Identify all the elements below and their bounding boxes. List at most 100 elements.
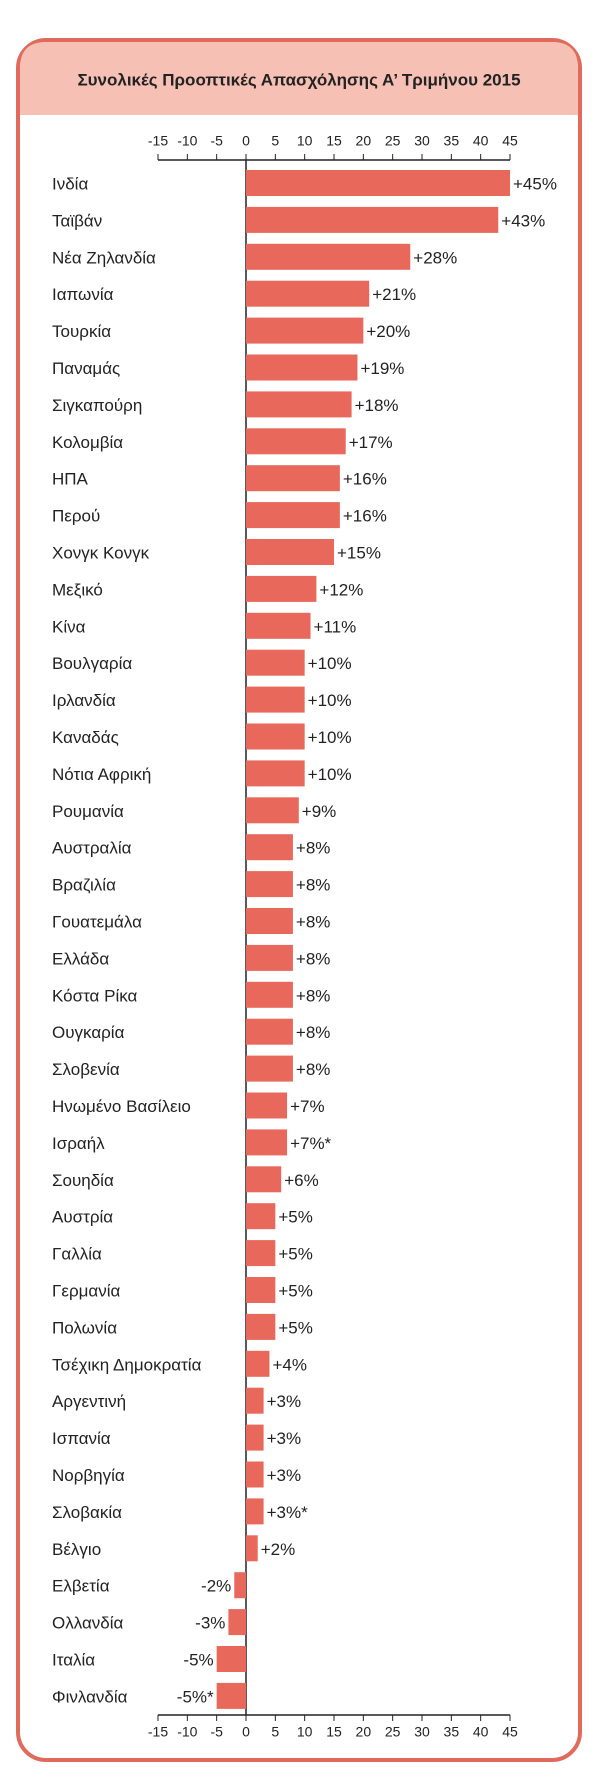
value-label: +5% [278,1245,313,1264]
x-tick-label: 10 [297,1724,313,1740]
bar [246,1166,282,1193]
value-label: +5% [278,1318,313,1337]
x-tick-label: 40 [473,133,489,149]
x-tick-label: 0 [242,133,250,149]
value-label: +9% [302,802,337,821]
bar [246,760,305,787]
bar [246,280,370,307]
category-label: Πολωνία [52,1318,117,1337]
category-label: Τουρκία [52,322,111,341]
category-label: Αυστραλία [52,839,132,858]
category-label: Ιαπωνία [52,285,114,304]
value-label: +8% [296,1023,331,1042]
value-label: +8% [296,1060,331,1079]
bar [234,1572,246,1599]
bar [246,1535,258,1562]
category-label: Γερμανία [52,1281,121,1300]
value-label: +16% [343,507,387,526]
bar [246,1129,288,1156]
category-label: Ουγκαρία [52,1023,125,1042]
value-label: +20% [366,322,410,341]
value-label: +19% [360,359,404,378]
value-label: +6% [284,1171,319,1190]
x-tick-label: 10 [297,133,313,149]
bar [246,206,499,233]
x-tick-label: -5 [210,1724,223,1740]
value-label: +3% [267,1466,302,1485]
value-label: +4% [272,1355,307,1374]
value-label: -5% [183,1650,213,1669]
value-label: +2% [261,1540,296,1559]
bar [246,170,510,196]
bar [216,1646,246,1672]
value-label: +8% [296,839,331,858]
category-label: Σουηδία [52,1171,114,1190]
x-tick-label: 40 [473,1724,489,1740]
x-tick-label: -10 [177,1724,197,1740]
bar [246,243,411,270]
bar [246,391,352,418]
x-tick-label: 35 [444,133,460,149]
bar [246,834,293,861]
x-tick-label: 30 [414,1724,430,1740]
category-label: Σιγκαπούρη [52,396,142,415]
value-label: +3% [267,1429,302,1448]
category-label: Ελβετία [52,1577,110,1596]
bar [246,1092,288,1119]
x-tick-label: 15 [326,133,342,149]
x-tick-label: 45 [502,133,518,149]
value-label: +5% [278,1208,313,1227]
value-label: +43% [501,211,545,230]
category-label: Αργεντινή [52,1392,126,1411]
frame [16,38,582,1762]
chart-title: Συνολικές Προοπτικές Απασχόλησης Α’ Τριμ… [77,70,520,89]
category-label: Βέλγιο [52,1540,101,1559]
bar [246,1461,264,1488]
value-label: +12% [319,580,363,599]
x-tick-label: 45 [502,1724,518,1740]
category-label: Ινδία [52,174,88,193]
value-label: +10% [308,654,352,673]
bar [246,575,317,602]
category-label: Περού [52,507,100,526]
category-label: Κίνα [52,617,86,636]
category-label: Σλοβακία [52,1503,122,1522]
bar [246,1055,293,1082]
category-label: Παναμάς [52,359,120,378]
category-label: Ρουμανία [52,802,124,821]
x-tick-label: -15 [148,133,168,149]
bar [246,649,305,676]
bar [246,797,299,824]
bar [246,1203,276,1230]
category-label: Ισραήλ [52,1134,105,1153]
x-tick-label: 35 [444,1724,460,1740]
x-tick-label: -15 [148,1724,168,1740]
bar [246,1498,264,1525]
category-label: Χονγκ Κονγκ [52,543,150,562]
category-label: Νορβηγία [52,1466,125,1485]
category-label: Ελλάδα [52,949,109,968]
bar [246,465,340,492]
value-label: -3% [195,1614,225,1633]
bar [246,539,334,565]
bar [216,1682,246,1709]
bar [246,317,364,344]
value-label: +21% [372,285,416,304]
value-label: +10% [308,728,352,747]
value-label: +3%* [267,1503,308,1522]
bar [246,1018,293,1045]
value-label: +10% [308,765,352,784]
bar [246,871,293,898]
category-label: Ιρλανδία [52,691,116,710]
bar [246,1387,264,1414]
category-label: Μεξικό [52,580,103,599]
bar [246,1240,276,1267]
bar [246,1277,276,1303]
value-label: +7% [290,1097,325,1116]
bar [246,944,293,971]
value-label: +11% [314,617,357,636]
title-band [20,42,578,115]
category-label: ΗΠΑ [52,470,89,489]
bar [246,354,358,381]
category-label: Σλοβενία [52,1060,120,1079]
